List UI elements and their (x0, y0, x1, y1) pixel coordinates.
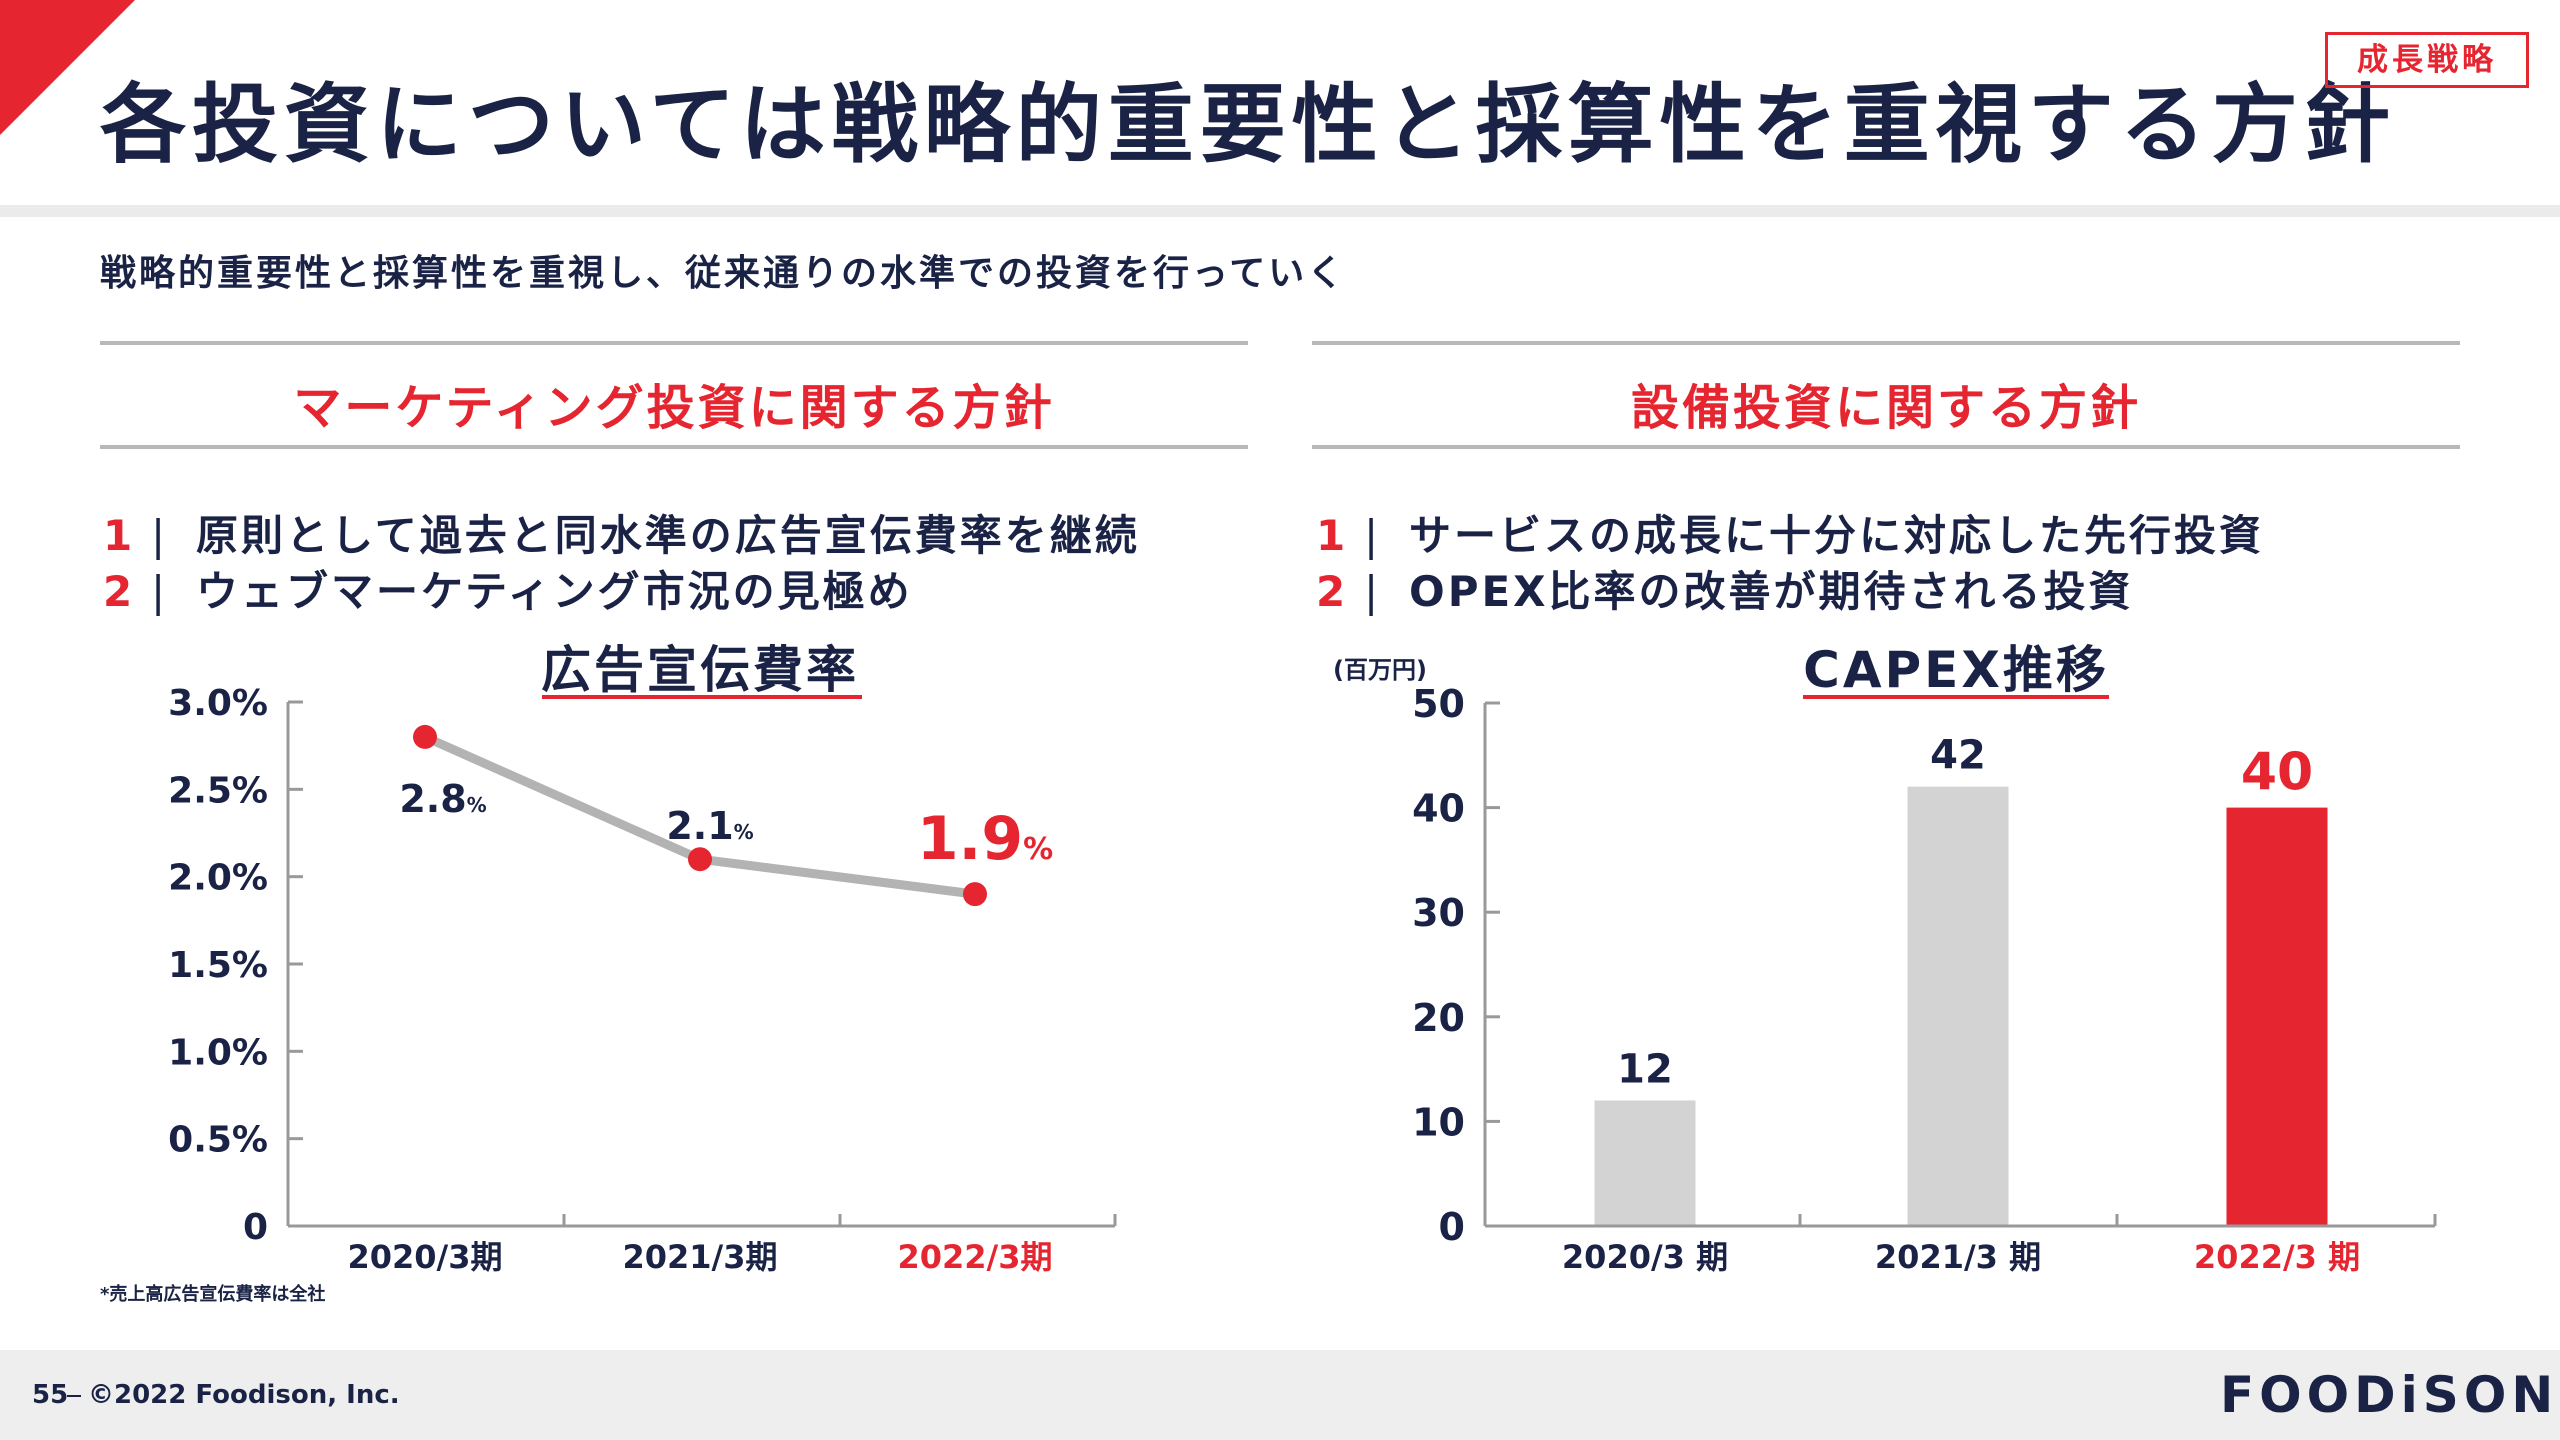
page-number: 55 (32, 1380, 69, 1410)
page-subtitle: 戦略的重要性と採算性を重視し、従来通りの水準での投資を行っていく (100, 253, 1347, 294)
bar (1594, 1100, 1696, 1226)
company-logo: FOODiSON (2220, 1366, 2559, 1424)
data-label: 1.9% (917, 804, 1053, 874)
data-label-unit: % (467, 793, 487, 817)
y-tick-label: 3.0% (168, 683, 268, 724)
x-tick-label: 2022/3期 (897, 1238, 1052, 1276)
point-number: 2 (103, 567, 136, 616)
point-separator: | (151, 511, 169, 560)
capex-point-1: 1 | サービスの成長に十分に対応した先行投資 (1316, 502, 2264, 563)
x-tick-label: 2021/3期 (622, 1238, 777, 1276)
title-divider (0, 205, 2560, 217)
data-label: 2.1% (666, 804, 753, 848)
x-tick-label: 2020/3期 (347, 1238, 502, 1276)
y-tick-label: 20 (1412, 996, 1465, 1040)
point-text: ウェブマーケティング市況の見極め (196, 567, 913, 616)
y-tick-label: 40 (1412, 787, 1465, 831)
marketing-bottom-rule (100, 445, 1248, 449)
y-tick-label: 2.0% (168, 858, 268, 899)
footer-bar (0, 1350, 2560, 1440)
y-tick-label: 0.5% (168, 1120, 268, 1161)
capex-bar-chart: (百万円) 0 10 20 30 40 50 12 2020/3 期 42 2021/3 期 40 20… (1333, 656, 2437, 1276)
corner-accent (0, 0, 135, 135)
point-separator: | (1364, 567, 1382, 616)
point-number: 1 (103, 511, 136, 560)
ad-rate-line-chart: 0 0.5% 1.0% 1.5% 2.0% 2.5% 3.0% 2.8% 2.1% 1.9% 202… (168, 683, 1117, 1276)
ad-rate-chart-title: 広告宣伝費率 (541, 641, 859, 699)
y-tick-label: 2.5% (168, 770, 268, 811)
copyright: ©2022 Foodison, Inc. (88, 1380, 400, 1410)
data-label: 2.8% (399, 777, 486, 821)
y-tick-label: 1.5% (168, 945, 268, 986)
data-label: 40 (2241, 743, 2313, 803)
data-point (688, 847, 712, 872)
data-label-unit: % (734, 820, 754, 844)
marketing-top-rule (100, 341, 1248, 345)
point-number: 1 (1316, 511, 1349, 560)
capex-bottom-rule (1312, 445, 2460, 449)
section-tag: 成長戦略 (2325, 32, 2529, 88)
page-title: 各投資については戦略的重要性と採算性を重視する方針 (100, 75, 2396, 175)
data-label-unit: % (1023, 832, 1053, 867)
y-tick-label: 0 (1439, 1205, 1465, 1249)
point-text: 原則として過去と同水準の広告宣伝費率を継続 (196, 511, 1140, 560)
ad-rate-title-underline (542, 695, 862, 699)
data-label: 42 (1930, 733, 1986, 779)
y-axis-unit: (百万円) (1333, 656, 1427, 684)
footnote: *売上高広告宣伝費率は全社 (100, 1284, 326, 1305)
y-tick-label: 30 (1412, 891, 1465, 935)
capex-top-rule (1312, 341, 2460, 345)
bar (2226, 807, 2328, 1226)
y-tick-label: 10 (1412, 1100, 1465, 1144)
capex-point-2: 2 | OPEX比率の改善が期待される投資 (1316, 558, 2134, 619)
marketing-heading: マーケティング投資に関する方針 (293, 380, 1055, 436)
page-number-dash (67, 1395, 81, 1397)
capex-heading: 設備投資に関する方針 (1630, 380, 2141, 436)
data-point (963, 882, 987, 907)
x-tick-label: 2020/3 期 (1562, 1238, 1728, 1276)
point-text: サービスの成長に十分に対応した先行投資 (1409, 511, 2265, 560)
y-tick-label: 0 (243, 1207, 268, 1248)
x-tick-label: 2022/3 期 (2194, 1238, 2360, 1276)
y-tick-label: 1.0% (168, 1032, 268, 1073)
data-label: 12 (1617, 1046, 1673, 1092)
capex-chart-title: CAPEX推移 (1803, 641, 2109, 699)
point-number: 2 (1316, 567, 1349, 616)
y-tick-label: 50 (1412, 682, 1465, 726)
data-point (413, 724, 437, 749)
bar (1907, 786, 2009, 1226)
capex-title-underline (1803, 695, 2109, 699)
point-separator: | (1364, 511, 1382, 560)
marketing-point-1: 1 | 原則として過去と同水準の広告宣伝費率を継続 (103, 502, 1140, 563)
point-text: OPEX比率の改善が期待される投資 (1409, 567, 2134, 616)
point-separator: | (151, 567, 169, 616)
marketing-point-2: 2 | ウェブマーケティング市況の見極め (103, 558, 913, 619)
x-tick-label: 2021/3 期 (1875, 1238, 2041, 1276)
